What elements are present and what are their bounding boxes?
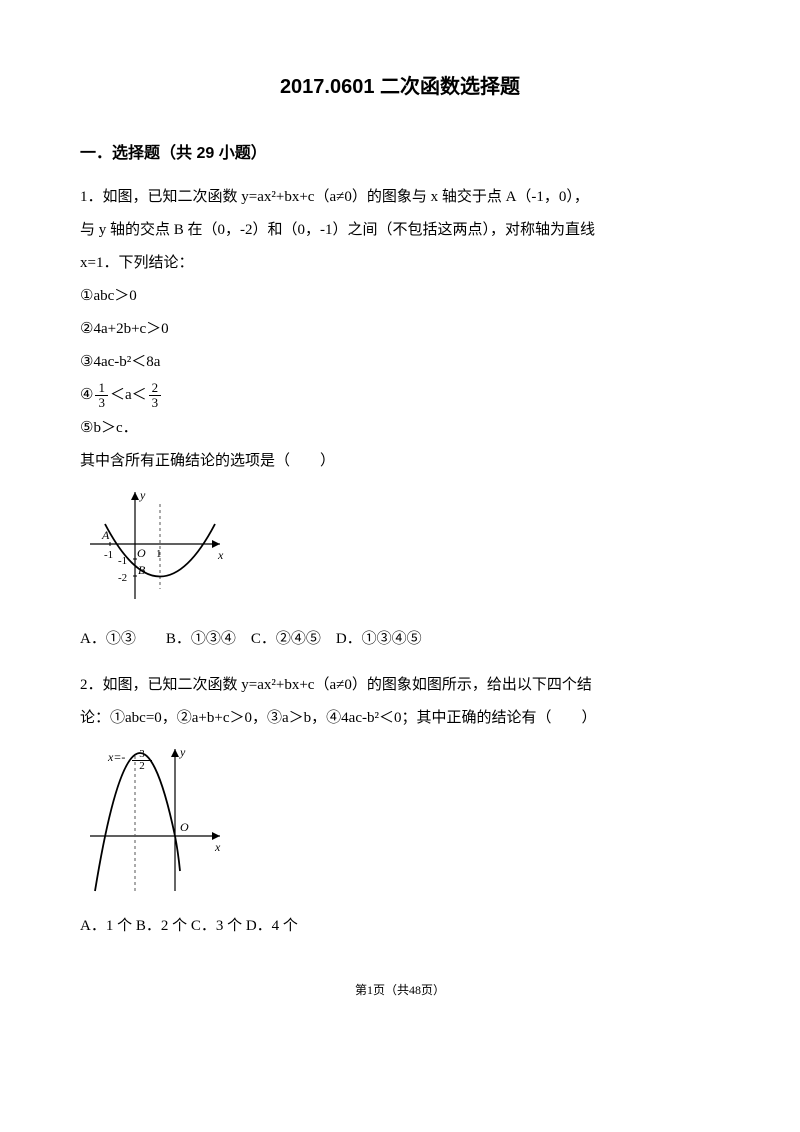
svg-text:A: A (101, 528, 110, 542)
page-title: 2017.0601 二次函数选择题 (80, 70, 720, 99)
svg-text:O: O (180, 820, 189, 834)
q1-c3: ③4ac-b²＜8a (80, 346, 720, 379)
q1-c4-mid: ＜a＜ (110, 387, 147, 403)
fraction-one-third: 13 (95, 381, 108, 411)
footer-post: 页） (421, 983, 445, 997)
svg-text:y: y (179, 745, 186, 759)
q1-c1: ①abc＞0 (80, 280, 720, 313)
q1-line1: 1．如图，已知二次函数 y=ax²+bx+c（a≠0）的图象与 x 轴交于点 A… (80, 181, 720, 214)
q1-line3: x=1．下列结论： (80, 247, 720, 280)
page-footer: 第1页（共48页） (80, 981, 720, 998)
footer-pre: 第 (355, 983, 367, 997)
q2-options: A．1 个 B．2 个 C．3 个 D．4 个 (80, 911, 720, 941)
q2-line1a: 2．如图，已知二次函数 y=ax²+bx+c（a≠0）的图象如图所示，给出以下四… (80, 669, 720, 702)
parabola-graph-icon: y x A -1 O 1 -1 -2 B (80, 484, 230, 609)
q1-c2: ②4a+2b+c＞0 (80, 313, 720, 346)
q2-graph: y x O x=- 3 2 (80, 741, 720, 896)
svg-text:x: x (217, 548, 224, 562)
svg-text:y: y (139, 488, 146, 502)
svg-text:-1: -1 (104, 549, 113, 561)
q1-line2: 与 y 轴的交点 B 在（0，-2）和（0，-1）之间（不包括这两点），对称轴为… (80, 214, 720, 247)
footer-total: 48 (409, 983, 421, 997)
svg-text:x: x (214, 840, 221, 854)
q1-prompt: 其中含所有正确结论的选项是（ ） (80, 445, 720, 478)
q1-c4: ④13＜a＜23 (80, 379, 720, 412)
q1-options: A．①③ B．①③④ C．②④⑤ D．①③④⑤ (80, 624, 720, 654)
svg-text:B: B (138, 563, 146, 577)
footer-mid: 页（共 (373, 983, 409, 997)
svg-text:x=-: x=- (107, 750, 125, 764)
section-header: 一．选择题（共 29 小题） (80, 139, 720, 163)
q2-line1b: 论：①abc=0，②a+b+c＞0，③a＞b，④4ac-b²＜0；其中正确的结论… (80, 702, 720, 735)
svg-text:O: O (137, 546, 146, 560)
q1-graph: y x A -1 O 1 -1 -2 B (80, 484, 720, 609)
svg-text:-1: -1 (118, 555, 127, 567)
parabola-down-graph-icon: y x O x=- 3 2 (80, 741, 230, 896)
svg-text:-2: -2 (118, 572, 127, 584)
page: 2017.0601 二次函数选择题 一．选择题（共 29 小题） 1．如图，已知… (0, 0, 800, 1028)
svg-text:1: 1 (156, 548, 162, 560)
q1-c4-prefix: ④ (80, 387, 93, 403)
fraction-two-thirds: 23 (149, 381, 162, 411)
q1-c5: ⑤b＞c． (80, 412, 720, 445)
